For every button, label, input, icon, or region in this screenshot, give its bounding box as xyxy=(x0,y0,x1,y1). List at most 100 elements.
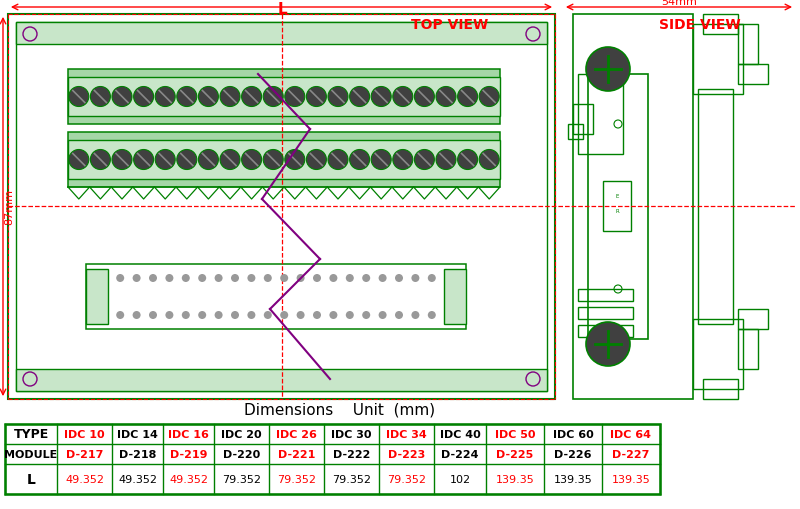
Text: D-219: D-219 xyxy=(170,449,207,459)
Circle shape xyxy=(458,88,478,107)
Bar xyxy=(16,23,547,391)
Bar xyxy=(588,75,648,340)
Bar xyxy=(573,105,593,135)
Bar xyxy=(86,265,466,329)
Circle shape xyxy=(198,312,206,319)
Text: D-221: D-221 xyxy=(278,449,315,459)
Circle shape xyxy=(436,88,456,107)
Circle shape xyxy=(436,150,456,170)
Text: 79.352: 79.352 xyxy=(222,474,261,484)
Circle shape xyxy=(177,150,197,170)
Circle shape xyxy=(112,88,132,107)
Circle shape xyxy=(242,150,262,170)
Text: MODULE: MODULE xyxy=(4,449,58,459)
Bar xyxy=(5,424,660,494)
Text: 87mm: 87mm xyxy=(4,189,14,224)
Circle shape xyxy=(395,274,403,282)
Circle shape xyxy=(479,88,499,107)
Circle shape xyxy=(479,150,499,170)
Text: L: L xyxy=(26,472,35,486)
Circle shape xyxy=(362,274,370,282)
Circle shape xyxy=(285,150,305,170)
Text: D-218: D-218 xyxy=(119,449,156,459)
Circle shape xyxy=(411,274,419,282)
Circle shape xyxy=(133,312,141,319)
Text: IDC 60: IDC 60 xyxy=(553,429,594,439)
Bar xyxy=(593,65,618,85)
Circle shape xyxy=(133,274,141,282)
Text: TOP VIEW: TOP VIEW xyxy=(411,18,489,32)
Bar xyxy=(738,309,768,329)
Circle shape xyxy=(155,150,175,170)
Circle shape xyxy=(90,150,110,170)
Text: 102: 102 xyxy=(450,474,470,484)
Bar xyxy=(703,15,738,35)
Text: 49.352: 49.352 xyxy=(65,474,104,484)
Circle shape xyxy=(414,88,434,107)
Bar xyxy=(578,290,633,301)
Text: 139.35: 139.35 xyxy=(612,474,650,484)
Circle shape xyxy=(285,88,305,107)
Text: IDC 50: IDC 50 xyxy=(494,429,535,439)
Text: 139.35: 139.35 xyxy=(554,474,592,484)
Bar xyxy=(68,70,500,125)
Circle shape xyxy=(177,88,197,107)
Circle shape xyxy=(220,150,240,170)
Circle shape xyxy=(264,274,272,282)
Bar xyxy=(738,329,758,369)
Text: D-220: D-220 xyxy=(223,449,260,459)
Circle shape xyxy=(306,88,326,107)
Text: IDC 30: IDC 30 xyxy=(331,429,372,439)
Circle shape xyxy=(371,150,391,170)
Bar xyxy=(68,140,500,180)
Bar xyxy=(578,325,633,337)
Text: D-217: D-217 xyxy=(66,449,103,459)
Bar xyxy=(703,379,738,399)
Bar xyxy=(693,319,743,389)
Text: D-223: D-223 xyxy=(388,449,425,459)
Circle shape xyxy=(313,274,321,282)
Circle shape xyxy=(166,312,174,319)
Text: 49.352: 49.352 xyxy=(169,474,208,484)
Text: TYPE: TYPE xyxy=(14,428,49,441)
Circle shape xyxy=(428,274,436,282)
Circle shape xyxy=(411,312,419,319)
Text: IDC 26: IDC 26 xyxy=(276,429,317,439)
Bar xyxy=(16,23,547,45)
Circle shape xyxy=(182,312,190,319)
Circle shape xyxy=(414,150,434,170)
Bar xyxy=(578,75,623,155)
Bar xyxy=(68,78,500,117)
Circle shape xyxy=(362,312,370,319)
Circle shape xyxy=(393,88,413,107)
Circle shape xyxy=(330,312,338,319)
Text: D-222: D-222 xyxy=(333,449,370,459)
Text: R: R xyxy=(615,209,619,214)
Circle shape xyxy=(458,150,478,170)
Circle shape xyxy=(112,150,132,170)
Circle shape xyxy=(90,88,110,107)
Circle shape xyxy=(198,274,206,282)
Circle shape xyxy=(247,274,255,282)
Text: IDC 40: IDC 40 xyxy=(440,429,480,439)
Circle shape xyxy=(116,312,124,319)
Circle shape xyxy=(116,274,124,282)
Bar xyxy=(573,15,693,399)
Circle shape xyxy=(306,150,326,170)
Circle shape xyxy=(346,274,354,282)
Circle shape xyxy=(395,312,403,319)
Circle shape xyxy=(586,322,630,366)
Bar xyxy=(8,15,555,399)
Circle shape xyxy=(586,48,630,92)
Circle shape xyxy=(247,312,255,319)
Text: IDC 10: IDC 10 xyxy=(64,429,105,439)
Text: D-227: D-227 xyxy=(612,449,650,459)
Circle shape xyxy=(149,312,157,319)
Circle shape xyxy=(263,88,283,107)
Circle shape xyxy=(264,312,272,319)
Text: 79.352: 79.352 xyxy=(387,474,426,484)
Bar xyxy=(738,65,768,85)
Circle shape xyxy=(428,312,436,319)
Circle shape xyxy=(214,274,222,282)
Text: 139.35: 139.35 xyxy=(496,474,534,484)
